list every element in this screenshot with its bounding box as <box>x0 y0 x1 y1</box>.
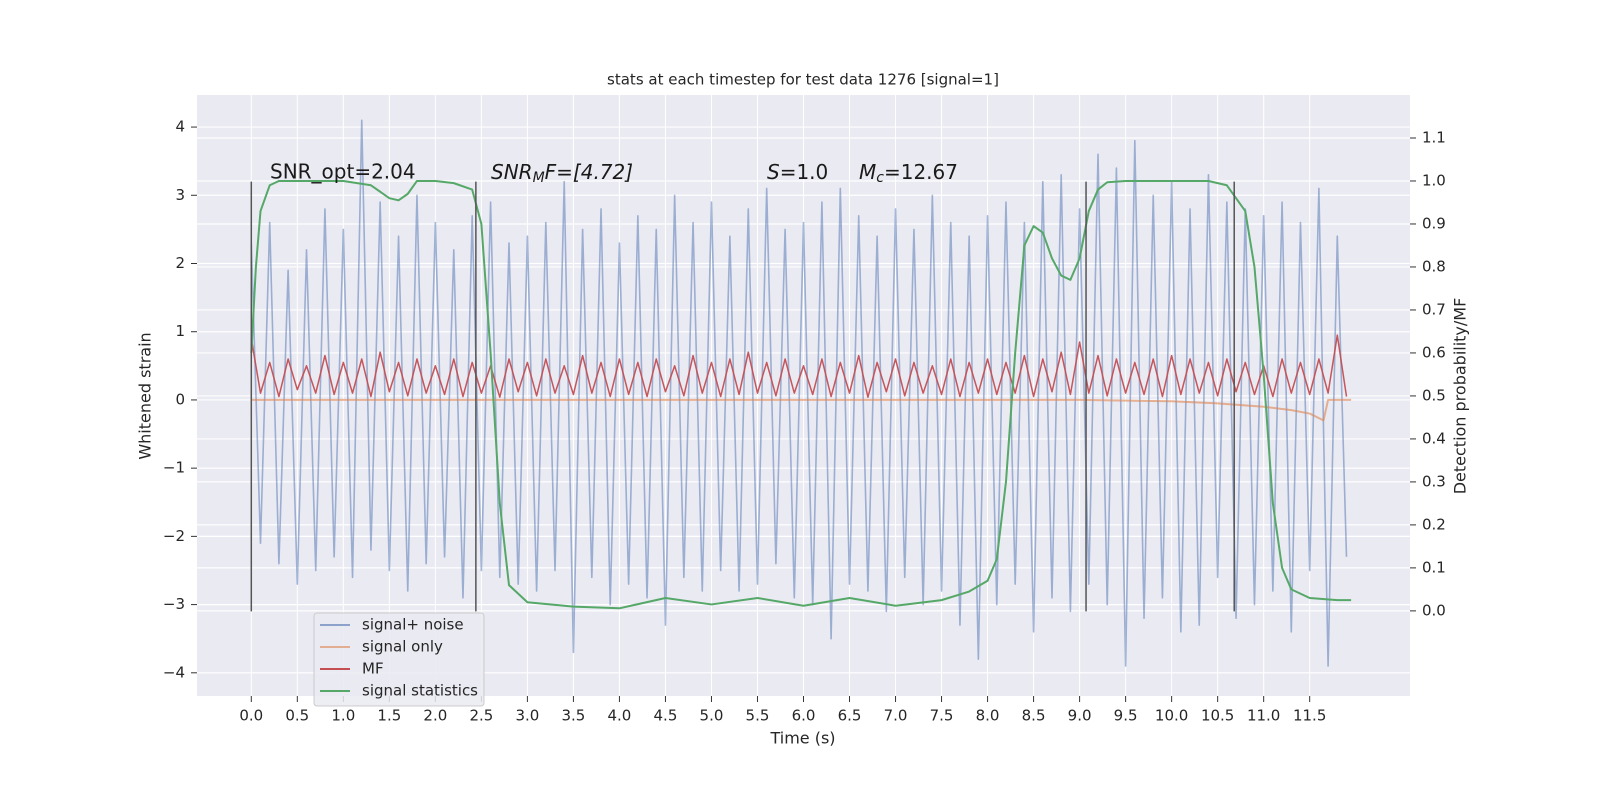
y-tick-label: −2 <box>163 527 185 545</box>
y-tick-label: 3 <box>175 186 185 204</box>
y2-tick-label: 0.6 <box>1422 343 1446 361</box>
legend-label: signal only <box>362 638 443 656</box>
y2-tick-label: 0.1 <box>1422 558 1446 576</box>
x-tick-label: 7.5 <box>930 707 954 725</box>
y-tick-label: −1 <box>163 459 185 477</box>
annotation: SNRMF=[4.72] <box>491 160 633 187</box>
x-tick-label: 3.0 <box>515 707 539 725</box>
y-tick-label: 0 <box>175 390 185 408</box>
y-tick-label: 2 <box>175 254 185 272</box>
y2-tick-label: 0.3 <box>1422 472 1446 490</box>
y2-tick-label: 0.5 <box>1422 386 1446 404</box>
y-tick-label: 4 <box>175 118 185 136</box>
y2-axis-label: Detection probability/MF <box>1451 298 1470 495</box>
annotation-part: =1.0 <box>780 160 829 184</box>
legend-label: signal+ noise <box>362 616 464 634</box>
x-tick-label: 6.0 <box>792 707 816 725</box>
y2-tick-label: 0.2 <box>1422 515 1446 533</box>
x-tick-label: 11.0 <box>1247 707 1280 725</box>
series-line <box>250 179 1352 610</box>
legend-label: signal statistics <box>362 682 478 700</box>
annotation-part: c <box>876 170 884 186</box>
x-tick-label: 1.0 <box>331 707 355 725</box>
y2-tick-label: 0.0 <box>1422 601 1446 619</box>
x-tick-label: 10.5 <box>1201 707 1234 725</box>
x-tick-label: 4.0 <box>608 707 632 725</box>
annotation: S=1.0 <box>767 160 828 184</box>
x-tick-label: 5.0 <box>700 707 724 725</box>
x-tick-label: 8.5 <box>1022 707 1046 725</box>
x-tick-label: 0.0 <box>239 707 263 725</box>
annotation: SNR_opt=2.04 <box>270 160 416 184</box>
annotation-part: SNR <box>491 160 533 184</box>
annotation-part: F=[4.72] <box>545 160 633 184</box>
legend-label: MF <box>362 660 384 678</box>
annotation: Mc=12.67 <box>859 160 958 187</box>
x-tick-label: 1.5 <box>377 707 401 725</box>
y2-tick-label: 1.1 <box>1422 128 1446 146</box>
x-tick-label: 7.0 <box>884 707 908 725</box>
x-tick-label: 9.5 <box>1114 707 1138 725</box>
y2-tick-label: 0.7 <box>1422 300 1446 318</box>
x-tick-label: 6.5 <box>838 707 862 725</box>
x-axis-label: Time (s) <box>769 729 835 748</box>
annotation-part: M <box>533 170 545 186</box>
series-line <box>250 119 1348 667</box>
y2-tick-label: 0.8 <box>1422 257 1446 275</box>
chart-title: stats at each timestep for test data 127… <box>607 71 999 89</box>
y2-tick-label: 0.9 <box>1422 214 1446 232</box>
y2-tick-label: 1.0 <box>1422 171 1446 189</box>
x-tick-label: 4.5 <box>654 707 678 725</box>
y-axis-label: Whitened strain <box>136 332 155 459</box>
x-tick-label: 11.5 <box>1293 707 1326 725</box>
y-tick-label: 1 <box>175 322 185 340</box>
annotation-part: M <box>859 160 876 184</box>
y-tick-label: −3 <box>163 595 185 613</box>
x-tick-label: 3.5 <box>561 707 585 725</box>
annotation-part: S <box>767 160 780 184</box>
x-tick-label: 9.0 <box>1068 707 1092 725</box>
series-line <box>251 398 1352 422</box>
y-tick-label: −4 <box>163 663 185 681</box>
x-tick-label: 2.5 <box>469 707 493 725</box>
y2-tick-label: 0.4 <box>1422 429 1446 447</box>
annotation-part: =12.67 <box>884 160 958 184</box>
x-tick-label: 8.0 <box>976 707 1000 725</box>
legend-frame <box>313 612 485 707</box>
x-tick-label: 0.5 <box>285 707 309 725</box>
x-tick-label: 10.0 <box>1155 707 1188 725</box>
x-tick-label: 2.0 <box>423 707 447 725</box>
series-line <box>250 334 1348 398</box>
x-tick-label: 5.5 <box>746 707 770 725</box>
